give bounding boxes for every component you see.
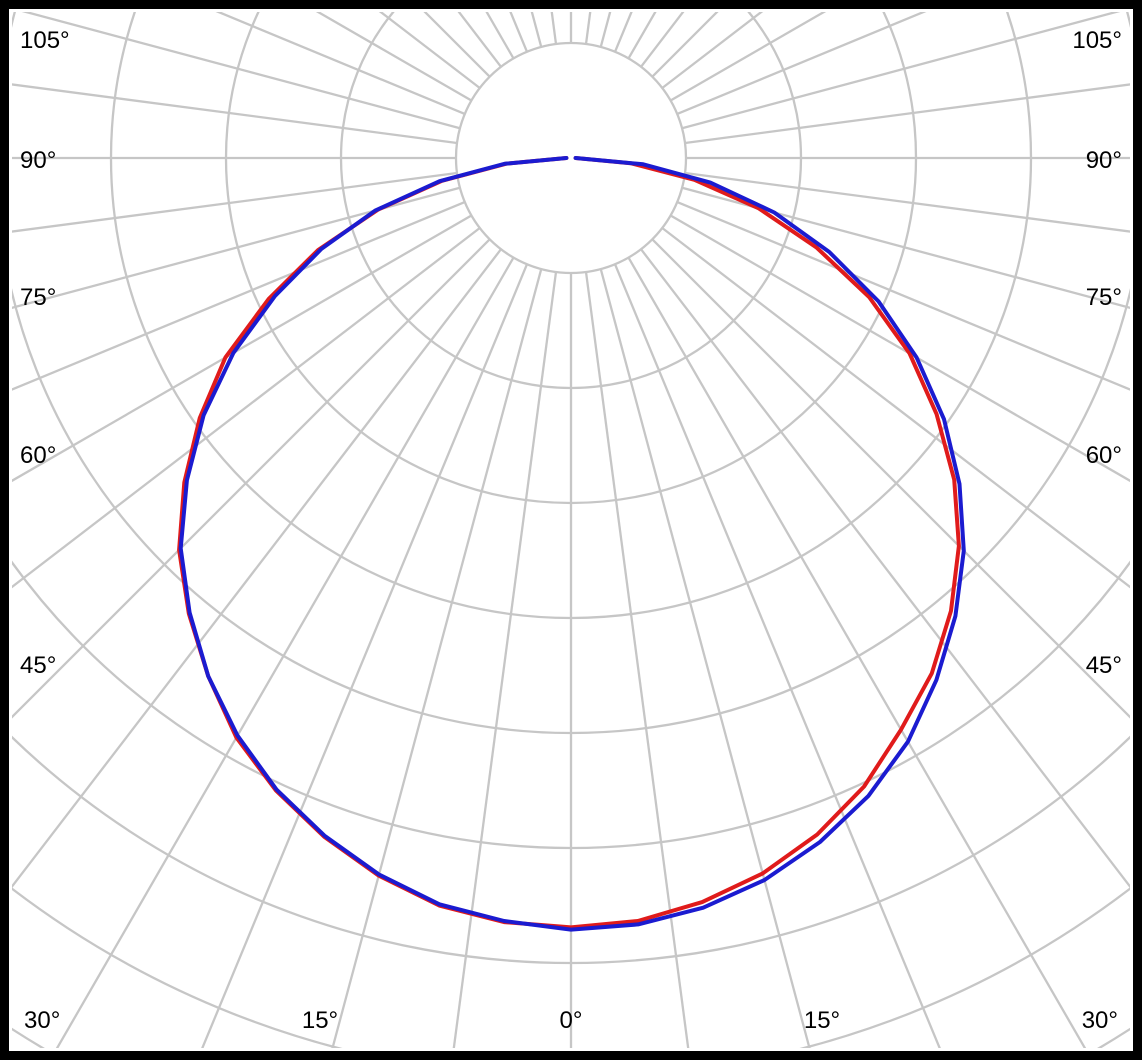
grid-ray <box>55 257 515 1048</box>
intensity-curve-blue <box>178 156 966 932</box>
grid-ray <box>331 268 543 1048</box>
angle-label-bottom-0: 0° <box>560 1007 583 1034</box>
angle-label-right-30: 30° <box>1082 1007 1118 1034</box>
angle-label-right-60: 60° <box>1086 442 1122 469</box>
grid-ray <box>584 271 690 1048</box>
angle-label-right-105: 105° <box>1072 27 1122 54</box>
grid-ray <box>651 238 1130 719</box>
angle-label-left-105: 105° <box>20 27 70 54</box>
angle-label-left-30: 30° <box>24 1007 60 1034</box>
grid-ray <box>201 263 529 1048</box>
grid-ray <box>670 214 1130 483</box>
angle-label-left-60: 60° <box>20 442 56 469</box>
grid-ray <box>661 227 1130 589</box>
grid-ray <box>12 200 466 391</box>
angle-label-left-45: 45° <box>20 652 56 679</box>
angle-label-left-75: 75° <box>20 284 56 311</box>
grid-ray <box>12 186 461 309</box>
grid-ray <box>12 83 458 145</box>
grid-ray <box>684 83 1130 145</box>
grid-ray <box>627 257 1087 1048</box>
grid-ray <box>12 248 502 889</box>
grid-ray <box>12 227 481 589</box>
grid-ray <box>684 171 1130 233</box>
grid-ray <box>640 248 1130 889</box>
intensity-curve-red <box>177 156 961 930</box>
angle-label-bottom-15: 15° <box>804 1007 840 1034</box>
grid-ray <box>452 271 558 1048</box>
angle-label-bottom--15: 15° <box>302 1007 338 1034</box>
grid-ray <box>681 186 1130 309</box>
angle-label-right-75: 75° <box>1086 284 1122 311</box>
grid-ray <box>613 263 941 1048</box>
grid-ray <box>676 12 927 116</box>
grid-ray <box>12 214 472 483</box>
grid-ray <box>681 12 1121 130</box>
grid-ray <box>12 171 458 233</box>
intensity-curves <box>177 156 966 932</box>
angle-label-right-45: 45° <box>1086 652 1122 679</box>
grid-ray <box>599 268 811 1048</box>
grid-ray <box>12 238 491 719</box>
angle-label-left-90: 90° <box>20 147 56 174</box>
angle-label-right-90: 90° <box>1086 147 1122 174</box>
grid-ray <box>21 12 461 130</box>
angle-labels: 105° 90° 75° 60° 45° 30° 105° 90° 75° 60° 45° 30° 15… <box>20 27 1122 1034</box>
grid-ray <box>215 12 466 116</box>
